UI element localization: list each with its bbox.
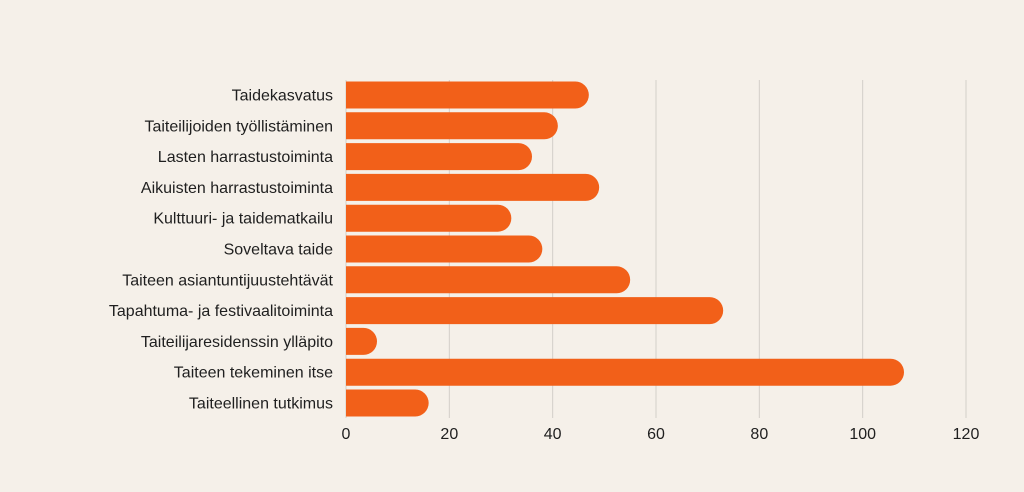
category-label: Taiteilijoiden työllistäminen (144, 118, 333, 135)
category-label: Tapahtuma- ja festivaalitoiminta (109, 303, 333, 320)
bar (346, 173, 600, 201)
category-label: Soveltava taide (224, 242, 334, 259)
bar (346, 327, 377, 355)
category-label: Lasten harrastustoiminta (158, 149, 333, 166)
bar (346, 358, 905, 386)
category-label: Aikuisten harrastustoiminta (141, 180, 333, 197)
bar (346, 235, 543, 263)
bar (346, 143, 532, 171)
bar (346, 297, 724, 325)
bar (346, 389, 429, 417)
category-label: Taiteen tekeminen itse (174, 365, 333, 382)
x-tick-label: 20 (440, 426, 458, 443)
bar (346, 81, 589, 109)
x-tick-label: 120 (953, 426, 980, 443)
category-label: Taiteellinen tutkimus (189, 396, 333, 413)
bar (346, 266, 631, 294)
category-label: Taidekasvatus (232, 88, 333, 105)
bar (346, 204, 512, 232)
category-label: Taiteen asiantuntijuustehtävät (122, 272, 333, 289)
x-tick-label: 60 (647, 426, 665, 443)
category-label: Kulttuuri- ja taidematkailu (153, 211, 333, 228)
x-tick-label: 80 (750, 426, 768, 443)
x-tick-label: 0 (342, 426, 351, 443)
bars (346, 81, 905, 417)
category-labels: Taidekasvatus Taiteilijoiden työllistämin… (109, 88, 334, 413)
x-axis-tick-labels: 0 20 40 60 80 100 120 (342, 426, 980, 443)
x-tick-label: 40 (544, 426, 562, 443)
x-tick-label: 100 (849, 426, 876, 443)
category-label: Taiteilijaresidenssin ylläpito (141, 334, 333, 351)
bar (346, 112, 558, 140)
